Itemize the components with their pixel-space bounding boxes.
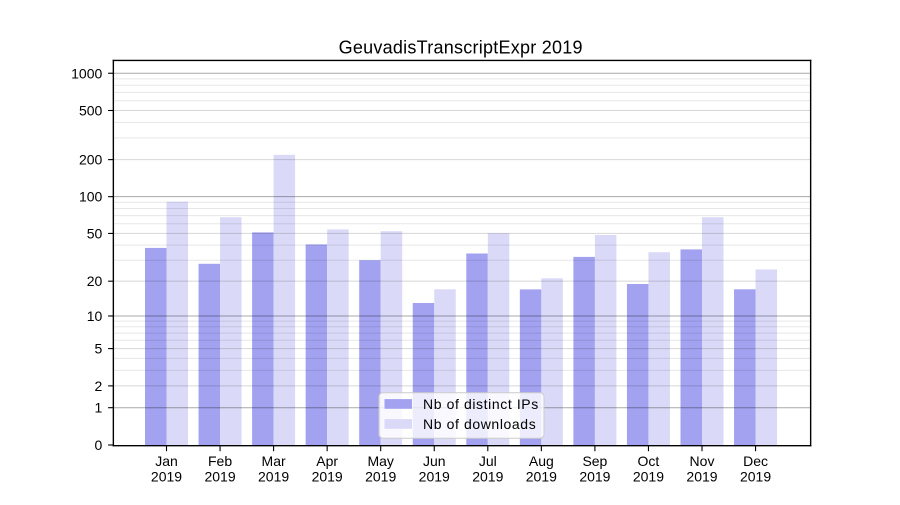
svg-text:Jul: Jul bbox=[479, 453, 497, 469]
svg-text:Sep: Sep bbox=[582, 453, 607, 469]
svg-text:Mar: Mar bbox=[262, 453, 286, 469]
svg-text:Apr: Apr bbox=[316, 453, 338, 469]
svg-text:Nb of distinct IPs: Nb of distinct IPs bbox=[423, 396, 539, 412]
svg-text:2019: 2019 bbox=[472, 469, 503, 485]
svg-text:GeuvadisTranscriptExpr 2019: GeuvadisTranscriptExpr 2019 bbox=[339, 38, 583, 58]
svg-text:2019: 2019 bbox=[686, 469, 717, 485]
svg-text:Aug: Aug bbox=[529, 453, 554, 469]
svg-text:May: May bbox=[367, 453, 393, 469]
svg-text:Jan: Jan bbox=[155, 453, 178, 469]
svg-text:Jun: Jun bbox=[423, 453, 446, 469]
svg-text:2: 2 bbox=[95, 378, 103, 394]
svg-text:50: 50 bbox=[87, 225, 103, 241]
svg-text:Nov: Nov bbox=[690, 453, 715, 469]
svg-text:Dec: Dec bbox=[743, 453, 768, 469]
svg-text:2019: 2019 bbox=[365, 469, 396, 485]
svg-text:5: 5 bbox=[95, 341, 103, 357]
svg-text:Nb of downloads: Nb of downloads bbox=[423, 416, 536, 432]
svg-text:100: 100 bbox=[79, 189, 103, 205]
svg-text:2019: 2019 bbox=[419, 469, 450, 485]
svg-text:500: 500 bbox=[79, 102, 103, 118]
svg-text:Oct: Oct bbox=[638, 453, 660, 469]
svg-text:Feb: Feb bbox=[208, 453, 232, 469]
svg-text:200: 200 bbox=[79, 152, 103, 168]
svg-text:2019: 2019 bbox=[526, 469, 557, 485]
svg-text:1000: 1000 bbox=[71, 65, 102, 81]
svg-text:2019: 2019 bbox=[151, 469, 182, 485]
svg-text:2019: 2019 bbox=[204, 469, 235, 485]
svg-text:0: 0 bbox=[95, 437, 103, 453]
svg-text:1: 1 bbox=[95, 400, 103, 416]
svg-text:2019: 2019 bbox=[740, 469, 771, 485]
svg-text:2019: 2019 bbox=[579, 469, 610, 485]
svg-text:20: 20 bbox=[87, 273, 103, 289]
svg-text:2019: 2019 bbox=[312, 469, 343, 485]
svg-text:10: 10 bbox=[87, 308, 103, 324]
svg-text:2019: 2019 bbox=[258, 469, 289, 485]
svg-text:2019: 2019 bbox=[633, 469, 664, 485]
